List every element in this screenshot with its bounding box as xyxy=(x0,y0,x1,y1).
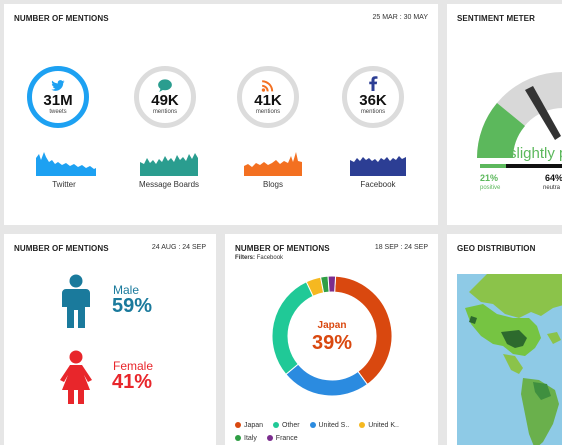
chart-legend: Japan Other United S.. United K.. Italy … xyxy=(235,419,435,445)
country-card: NUMBER OF MENTIONS 18 SEP : 24 SEP Filte… xyxy=(225,234,438,445)
sentiment-card: SENTIMENT METER slightly po 21% positive… xyxy=(447,4,562,225)
twitter-count: 31M xyxy=(43,92,73,109)
legend-item[interactable]: Other xyxy=(273,422,300,429)
sentiment-status: slightly po xyxy=(509,145,562,162)
blogs-unit: mentions xyxy=(255,109,281,115)
legend-label: Italy xyxy=(244,435,257,442)
legend-dot xyxy=(359,422,366,429)
channels-card: NUMBER OF MENTIONS 25 MAR : 30 MAY 31M t… xyxy=(4,4,438,225)
card-title: SENTIMENT METER xyxy=(457,14,535,23)
card-title: NUMBER OF MENTIONS xyxy=(14,14,109,23)
sentiment-bar-positive xyxy=(480,164,506,168)
country-donut-chart xyxy=(271,275,393,397)
male-pct: 59% xyxy=(112,295,153,317)
filter-label: Filters: xyxy=(235,255,256,261)
positive-pct: 21% xyxy=(480,173,499,183)
blogs-ring[interactable]: 41K mentions xyxy=(237,66,299,128)
twitter-bird-icon xyxy=(50,79,66,97)
legend-label: Japan xyxy=(244,422,264,429)
twitter-label: Twitter xyxy=(52,180,76,189)
legend-label: France xyxy=(275,435,298,442)
facebook-f-icon xyxy=(369,76,378,96)
message-boards-count: 49K xyxy=(151,92,179,109)
blogs-label: Blogs xyxy=(262,180,283,189)
card-title: GEO DISTRIBUTION xyxy=(457,244,536,253)
legend-dot xyxy=(235,435,241,442)
female-label: Female xyxy=(113,359,154,373)
sentiment-bar xyxy=(480,164,562,168)
twitter-sparkline xyxy=(36,152,96,176)
positive-label: positive xyxy=(480,185,501,191)
twitter-unit: tweets xyxy=(49,109,67,115)
facebook-count: 36K xyxy=(359,92,387,109)
rss-icon xyxy=(261,79,275,97)
filter-value: Facebook xyxy=(256,255,284,261)
male-person-icon xyxy=(62,274,90,328)
message-boards-ring[interactable]: 49K mentions xyxy=(134,66,196,128)
female-pct: 41% xyxy=(112,371,153,393)
message-boards-label: Message Boards xyxy=(138,180,200,189)
legend-label: United K.. xyxy=(368,422,399,429)
legend-item[interactable]: United S.. xyxy=(309,422,350,429)
legend-dot xyxy=(266,435,273,442)
speech-bubble-icon xyxy=(158,79,173,97)
blogs-count: 41K xyxy=(254,92,282,109)
neutral-label: neutra xyxy=(543,185,561,191)
message-boards-unit: mentions xyxy=(152,109,178,115)
donut-center-value: 39% xyxy=(311,332,353,354)
legend-dot xyxy=(309,422,316,429)
legend-item[interactable]: United K.. xyxy=(359,422,399,429)
legend-dot xyxy=(235,422,241,429)
twitter-ring[interactable]: 31M tweets xyxy=(27,66,89,128)
message-boards-sparkline xyxy=(140,153,198,176)
card-title: NUMBER OF MENTIONS xyxy=(14,244,109,253)
legend-dot xyxy=(273,422,280,429)
donut-center-label: Japan xyxy=(317,320,347,331)
legend-label: Other xyxy=(282,422,300,429)
facebook-unit: mentions xyxy=(360,109,386,115)
female-person-icon xyxy=(60,350,92,404)
donut-slice-united-s[interactable] xyxy=(285,363,369,397)
card-title: NUMBER OF MENTIONS xyxy=(235,244,330,253)
legend-label: United S.. xyxy=(318,422,350,429)
legend-item[interactable]: Italy xyxy=(235,435,257,442)
date-range[interactable]: 18 SEP : 24 SEP xyxy=(374,244,428,251)
neutral-pct: 64% xyxy=(545,173,562,183)
date-range[interactable]: 24 AUG : 24 SEP xyxy=(151,244,206,251)
facebook-label: Facebook xyxy=(360,180,396,189)
sentiment-gauge xyxy=(477,72,562,158)
facebook-sparkline xyxy=(350,156,406,176)
filter-info: Filters: Facebook xyxy=(235,255,283,261)
male-label: Male xyxy=(113,283,140,297)
legend-item[interactable]: Japan xyxy=(235,422,263,429)
facebook-ring[interactable]: 36K mentions xyxy=(342,66,404,128)
blogs-sparkline xyxy=(244,152,302,176)
world-map[interactable] xyxy=(457,274,562,445)
legend-item[interactable]: France xyxy=(266,435,298,442)
donut-slice-france[interactable] xyxy=(327,275,337,293)
gauge-needle xyxy=(525,86,561,140)
geo-card: GEO DISTRIBUTION xyxy=(447,234,562,445)
gender-card: NUMBER OF MENTIONS 24 AUG : 24 SEP Male … xyxy=(4,234,216,445)
date-range[interactable]: 25 MAR : 30 MAY xyxy=(372,14,428,21)
